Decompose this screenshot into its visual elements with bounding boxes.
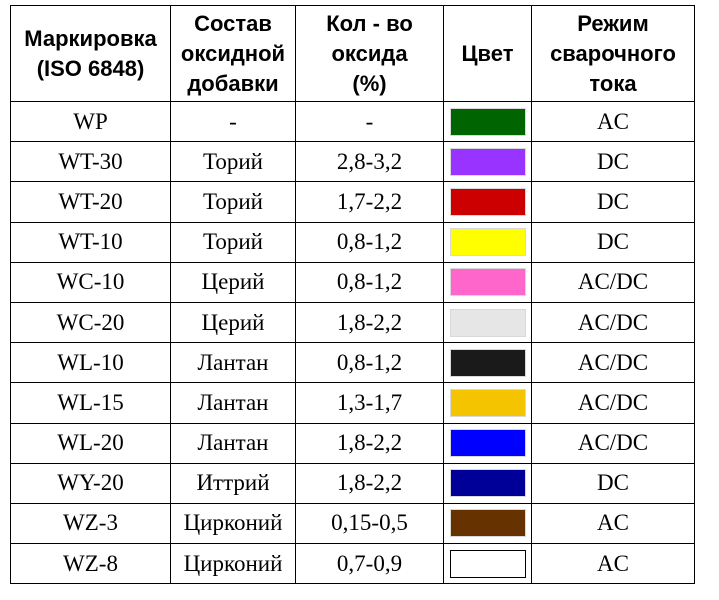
table-row: WZ-3 Цирконий 0,15-0,5 AC [10, 502, 695, 545]
cell-amount: 0,8-1,2 [295, 261, 444, 303]
table-row: WZ-8 Цирконий 0,7-0,9 AC [10, 543, 695, 585]
color-swatch [449, 268, 526, 297]
cell-current: AC/DC [531, 261, 695, 303]
cell-marking: WT-20 [10, 181, 171, 223]
cell-amount: 1,8-2,2 [295, 462, 444, 504]
color-swatch [449, 429, 526, 458]
cell-marking: WT-30 [10, 141, 171, 183]
cell-amount: - [295, 100, 444, 143]
cell-amount: 1,8-2,2 [295, 422, 444, 464]
table-row: WT-20 Торий 1,7-2,2 DC [10, 181, 695, 223]
cell-color [443, 462, 532, 504]
cell-marking: WL-15 [10, 382, 171, 424]
cell-current: AC [531, 543, 695, 585]
color-swatch [449, 228, 526, 257]
cell-marking: WC-20 [10, 301, 171, 344]
cell-amount: 1,7-2,2 [295, 181, 444, 223]
cell-current: AC/DC [531, 342, 695, 384]
cell-composition: Торий [170, 141, 296, 183]
cell-marking: WC-10 [10, 261, 171, 303]
header-composition: Состав оксидной добавки [170, 5, 296, 102]
cell-color [443, 301, 532, 344]
table-row: WT-30 Торий 2,8-3,2 DC [10, 141, 695, 183]
cell-color [443, 141, 532, 183]
cell-current: AC/DC [531, 382, 695, 424]
cell-current: AC/DC [531, 422, 695, 464]
table-row: WC-10 Церий 0,8-1,2 AC/DC [10, 261, 695, 303]
cell-color [443, 181, 532, 223]
cell-color [443, 502, 532, 545]
header-marking: Маркировка (ISO 6848) [10, 5, 171, 102]
cell-current: AC [531, 502, 695, 545]
table-row: WT-10 Торий 0,8-1,2 DC [10, 221, 695, 263]
cell-current: DC [531, 141, 695, 183]
cell-amount: 2,8-3,2 [295, 141, 444, 183]
header-color: Цвет [443, 5, 532, 102]
color-swatch [449, 388, 526, 417]
cell-color [443, 221, 532, 263]
cell-color [443, 382, 532, 424]
table-row: WL-15 Лантан 1,3-1,7 AC/DC [10, 382, 695, 424]
cell-marking: WP [10, 100, 171, 143]
table-row: WY-20 Иттрий 1,8-2,2 DC [10, 462, 695, 504]
electrode-table: Маркировка (ISO 6848) Состав оксидной до… [10, 5, 695, 585]
cell-amount: 1,8-2,2 [295, 301, 444, 344]
cell-marking: WL-20 [10, 422, 171, 464]
cell-current: DC [531, 221, 695, 263]
cell-amount: 0,15-0,5 [295, 502, 444, 545]
cell-color [443, 342, 532, 384]
table-body: WP - - AC WT-30 Торий 2,8-3,2 DC WT-20 Торий 1,7-2… [10, 100, 695, 585]
cell-marking: WT-10 [10, 221, 171, 263]
cell-composition: Лантан [170, 422, 296, 464]
cell-composition: Иттрий [170, 462, 296, 504]
color-swatch [449, 147, 526, 176]
table-row: WL-20 Лантан 1,8-2,2 AC/DC [10, 422, 695, 464]
cell-composition: Лантан [170, 382, 296, 424]
cell-color [443, 100, 532, 143]
cell-marking: WZ-3 [10, 502, 171, 545]
header-current: Режим сварочного тока [531, 5, 695, 102]
cell-current: DC [531, 462, 695, 504]
cell-amount: 0,8-1,2 [295, 342, 444, 384]
header-amount: Кол - во оксида (%) [295, 5, 444, 102]
table-row: WL-10 Лантан 0,8-1,2 AC/DC [10, 342, 695, 384]
table-row: WP - - AC [10, 100, 695, 143]
cell-marking: WL-10 [10, 342, 171, 384]
cell-marking: WZ-8 [10, 543, 171, 585]
cell-color [443, 543, 532, 585]
cell-composition: Торий [170, 181, 296, 223]
cell-current: AC [531, 100, 695, 143]
color-swatch [449, 469, 526, 498]
cell-current: DC [531, 181, 695, 223]
color-swatch [449, 308, 526, 337]
cell-amount: 0,8-1,2 [295, 221, 444, 263]
cell-amount: 1,3-1,7 [295, 382, 444, 424]
cell-composition: - [170, 100, 296, 143]
cell-composition: Торий [170, 221, 296, 263]
color-swatch [449, 549, 526, 578]
color-swatch [449, 509, 526, 538]
cell-composition: Цирконий [170, 543, 296, 585]
cell-color [443, 261, 532, 303]
cell-amount: 0,7-0,9 [295, 543, 444, 585]
color-swatch [449, 187, 526, 216]
color-swatch [449, 107, 526, 136]
cell-composition: Церий [170, 261, 296, 303]
cell-composition: Церий [170, 301, 296, 344]
cell-current: AC/DC [531, 301, 695, 344]
cell-composition: Лантан [170, 342, 296, 384]
header-row: Маркировка (ISO 6848) Состав оксидной до… [10, 5, 695, 102]
cell-color [443, 422, 532, 464]
table-row: WC-20 Церий 1,8-2,2 AC/DC [10, 301, 695, 344]
color-swatch [449, 348, 526, 377]
cell-composition: Цирконий [170, 502, 296, 545]
cell-marking: WY-20 [10, 462, 171, 504]
